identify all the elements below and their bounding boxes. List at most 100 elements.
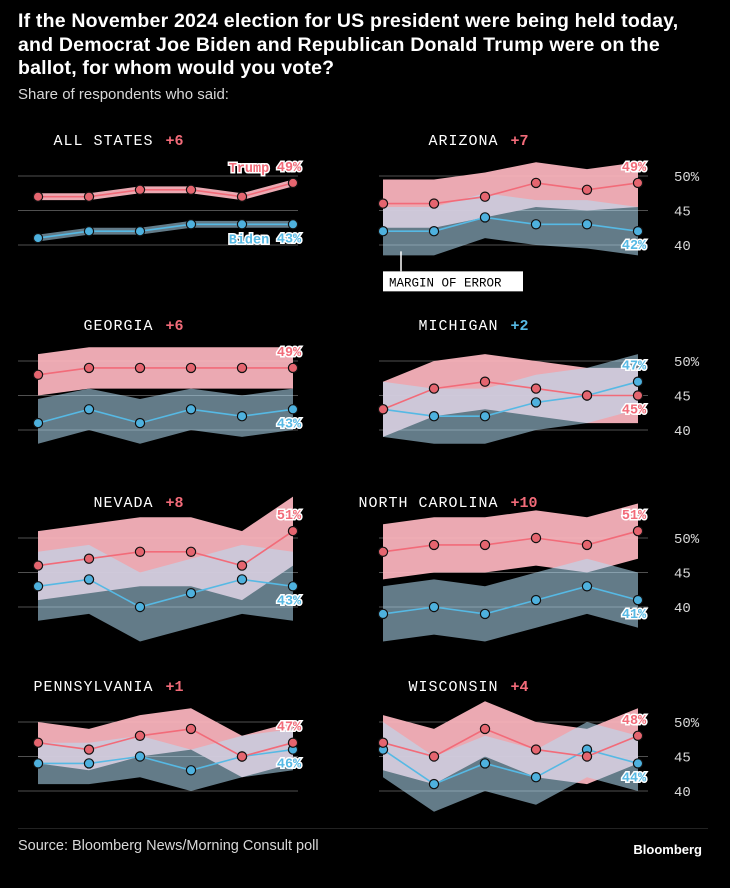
panel-title: NEVADA: [93, 495, 153, 512]
panel-title: ALL STATES: [53, 133, 153, 150]
trump-end-label: 45%: [622, 404, 647, 419]
biden-line: [382, 380, 639, 418]
biden-point: [428, 225, 440, 237]
biden-point: [632, 376, 644, 387]
biden-point: [32, 232, 44, 244]
biden-end-label: 44%: [622, 771, 647, 786]
trump-point: [185, 723, 197, 735]
biden-end-label: 43%: [277, 594, 302, 609]
biden-point: [236, 411, 248, 422]
biden-point: [428, 601, 440, 613]
panel-pennsylvania: PENNSYLVANIA +1 47% 46%: [18, 679, 304, 792]
trump-point: [632, 730, 644, 742]
biden-error-band: [38, 544, 293, 642]
biden-error-band: [383, 193, 638, 256]
y-tick-label: 40: [674, 424, 691, 440]
panel-title: WISCONSIN: [408, 679, 498, 696]
trump-point: [632, 390, 644, 401]
biden-point: [479, 411, 491, 422]
biden-error-band: [383, 722, 638, 812]
trump-point: [236, 560, 248, 571]
biden-point: [632, 594, 644, 606]
panel-title: MICHIGAN: [418, 318, 498, 335]
biden-point: [287, 219, 299, 230]
source-note: Source: Bloomberg News/Morning Consult p…: [18, 838, 319, 854]
trump-point: [530, 177, 542, 189]
biden-end-label: 47%: [622, 360, 647, 375]
trump-point: [581, 390, 593, 401]
trump-point: [287, 177, 299, 189]
y-tick-label: 45: [674, 751, 691, 767]
trump-point: [83, 362, 95, 374]
biden-point: [479, 758, 491, 769]
biden-error-band: [38, 220, 293, 242]
trump-point: [632, 525, 644, 537]
biden-point: [530, 397, 542, 408]
trump-end-label: 51%: [622, 509, 647, 524]
trump-point: [83, 553, 95, 564]
biden-point: [377, 225, 389, 237]
biden-line: [37, 223, 293, 239]
y-tick-label: 40: [674, 785, 691, 801]
trump-point: [287, 737, 299, 748]
biden-line: [38, 748, 294, 772]
trump-line: [38, 182, 294, 198]
panel-georgia: GEORGIA +6 49% 43%: [18, 318, 304, 444]
biden-point: [32, 417, 44, 429]
biden-point: [134, 751, 146, 762]
trump-end-label: 47%: [277, 721, 302, 736]
biden-point: [83, 404, 95, 415]
panel-lead: +7: [511, 133, 529, 150]
biden-point: [185, 588, 197, 599]
trump-end-label: 48%: [622, 714, 647, 729]
biden-point: [530, 219, 542, 230]
biden-error-band: [383, 354, 638, 444]
trump-line: [382, 380, 638, 411]
trump-end-label: 49%: [277, 346, 302, 361]
trump-line: [37, 728, 294, 758]
biden-point: [377, 608, 389, 620]
trump-error-band: [38, 347, 293, 396]
y-tick-label: 45: [674, 567, 691, 583]
biden-point: [83, 758, 95, 769]
biden-point: [632, 225, 644, 237]
biden-point: [530, 594, 542, 606]
biden-point: [32, 758, 44, 769]
biden-end-label: 43%: [277, 417, 302, 432]
biden-point: [185, 219, 197, 230]
biden-point: [632, 758, 644, 769]
panel-lead: +6: [166, 318, 184, 335]
biden-point: [185, 765, 197, 776]
panel-all-states: ALL STATES +6 Trump 49% Biden 43%: [18, 133, 304, 250]
brand-logo: Bloomberg: [633, 842, 702, 857]
biden-end-label: 43%: [277, 232, 302, 247]
panel-lead: +2: [511, 318, 529, 335]
biden-point: [581, 581, 593, 592]
panel-lead: +1: [166, 679, 184, 696]
y-tick-label: 40: [674, 239, 691, 255]
trump-series-label: Trump: [229, 162, 270, 177]
trump-point: [83, 744, 95, 755]
trump-point: [632, 177, 644, 189]
trump-point: [134, 546, 146, 558]
trump-point: [32, 737, 44, 748]
trump-line: [37, 530, 294, 567]
y-tick-label: 50%: [674, 355, 700, 371]
panel-wisconsin: WISCONSIN +4 50% 45 40 48% 44%: [377, 679, 700, 812]
biden-line: [382, 585, 639, 615]
trump-line: [382, 728, 639, 758]
biden-point: [236, 219, 248, 230]
biden-series-label: Biden: [229, 233, 270, 248]
biden-error-band: [38, 728, 293, 791]
panel-title: NORTH CAROLINA: [358, 495, 498, 512]
trump-point: [32, 191, 44, 202]
trump-point: [479, 723, 491, 735]
biden-point: [32, 581, 44, 592]
trump-point: [377, 546, 389, 558]
footer-divider: [18, 828, 708, 829]
trump-line: [383, 182, 639, 205]
trump-point: [428, 383, 440, 394]
trump-point: [581, 539, 593, 551]
biden-point: [134, 417, 146, 429]
